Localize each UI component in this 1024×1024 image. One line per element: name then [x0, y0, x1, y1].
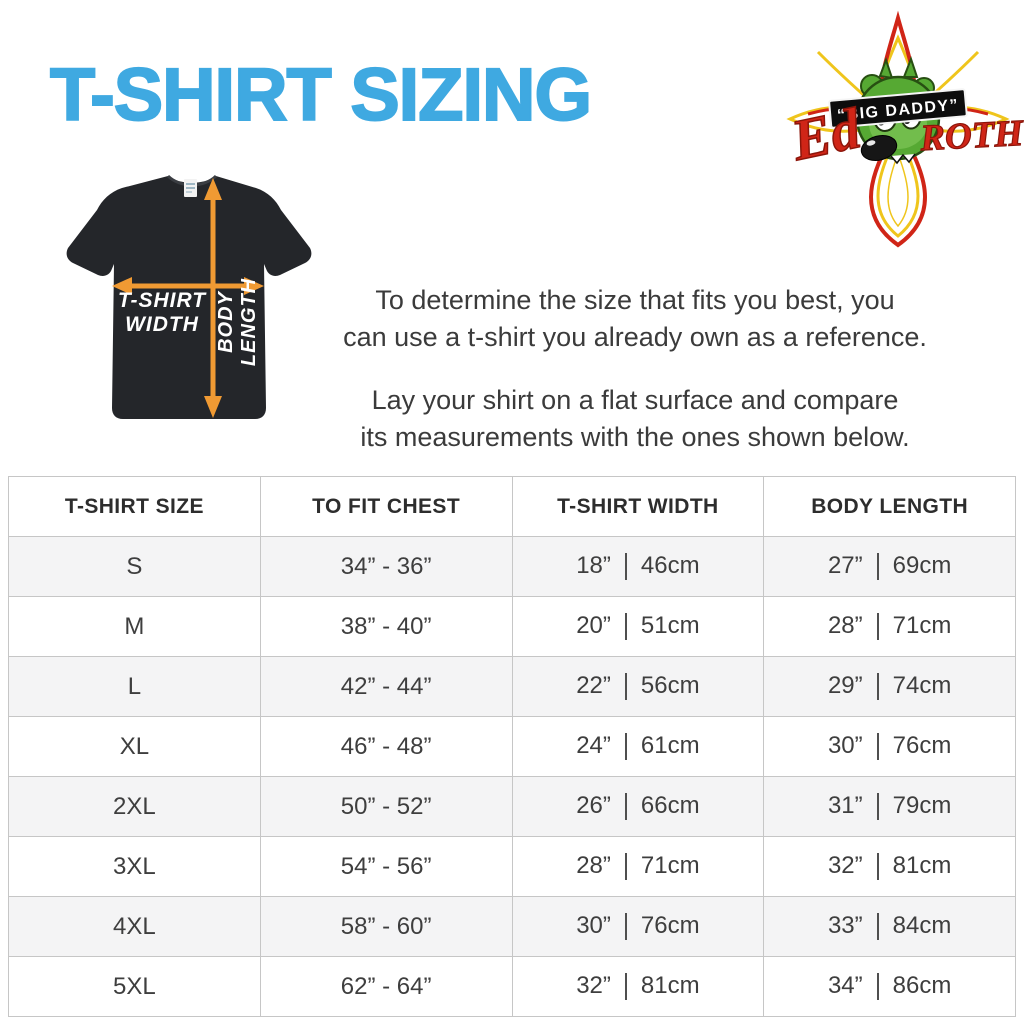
intro-paragraph-2: Lay your shirt on a flat surface and com… — [305, 382, 965, 456]
logo-word-roth: ROTH — [918, 112, 1024, 160]
cell-size: 4XL — [8, 896, 261, 957]
brand-logo: “BIG DADDY” Ed ROTH — [778, 2, 1024, 248]
page-title: T-SHIRT SIZING — [49, 52, 593, 137]
cell-width: 26” 66cm — [511, 776, 765, 837]
divider — [876, 792, 879, 820]
cell-chest: 42” - 44” — [259, 656, 513, 717]
cell-chest: 54” - 56” — [259, 836, 513, 897]
cell-length: 33” 84cm — [763, 896, 1016, 957]
divider — [624, 732, 627, 760]
table-row: 2XL 50” - 52” 26” 66cm 31” 79cm — [8, 776, 1016, 837]
cell-length: 30” 76cm — [763, 716, 1016, 777]
table-header: T-SHIRT SIZE TO FIT CHEST T-SHIRT WIDTH … — [8, 476, 1016, 537]
shirt-silhouette — [66, 176, 312, 419]
svg-text:BODY: BODY — [215, 290, 237, 352]
cell-length: 32” 81cm — [763, 836, 1016, 897]
length-arrow — [204, 178, 222, 418]
cell-width: 30” 76cm — [511, 896, 765, 957]
cell-width: 28” 71cm — [511, 836, 765, 897]
big-daddy-banner: “BIG DADDY” — [828, 88, 968, 129]
divider — [624, 912, 627, 940]
header-body-length: BODY LENGTH — [763, 476, 1016, 537]
cell-width: 32” 81cm — [511, 956, 765, 1017]
cell-size: L — [8, 656, 261, 717]
width-label-line1: T-SHIRT — [118, 289, 207, 312]
cell-length: 27” 69cm — [763, 536, 1016, 597]
table-row: 4XL 58” - 60” 30” 76cm 33” 84cm — [8, 896, 1016, 957]
intro-p2-line1: Lay your shirt on a flat surface and com… — [371, 385, 899, 415]
intro-paragraph-1: To determine the size that fits you best… — [305, 282, 965, 356]
divider — [876, 972, 879, 1000]
divider — [876, 852, 879, 880]
divider — [876, 912, 879, 940]
table-row: S 34” - 36” 18” 46cm 27” 69cm — [8, 536, 1016, 597]
divider — [876, 612, 879, 640]
cell-width: 22” 56cm — [511, 656, 765, 717]
cell-chest: 34” - 36” — [259, 536, 513, 597]
table-row: 5XL 62” - 64” 32” 81cm 34” 86cm — [8, 956, 1016, 1017]
cell-size: 2XL — [8, 776, 261, 837]
width-arrow — [112, 277, 264, 295]
intro-p1-line1: To determine the size that fits you best… — [375, 285, 895, 315]
table-row: M 38” - 40” 20” 51cm 28” 71cm — [8, 596, 1016, 657]
intro-p2-line2: its measurements with the ones shown bel… — [360, 422, 910, 452]
cell-size: M — [8, 596, 261, 657]
cell-length: 31” 79cm — [763, 776, 1016, 837]
cell-width: 18” 46cm — [511, 536, 765, 597]
cell-size: XL — [8, 716, 261, 777]
cell-size: S — [8, 536, 261, 597]
cell-size: 5XL — [8, 956, 261, 1017]
cell-chest: 62” - 64” — [259, 956, 513, 1017]
cell-chest: 58” - 60” — [259, 896, 513, 957]
length-label: BODY LENGTH — [215, 278, 260, 366]
divider — [624, 972, 627, 1000]
cell-chest: 50” - 52” — [259, 776, 513, 837]
divider — [876, 552, 879, 580]
neck-tag — [184, 179, 197, 197]
table-row: XL 46” - 48” 24” 61cm 30” 76cm — [8, 716, 1016, 777]
logo-word-ed: Ed — [784, 94, 867, 174]
cell-size: 3XL — [8, 836, 261, 897]
cell-chest: 38” - 40” — [259, 596, 513, 657]
divider — [876, 732, 879, 760]
width-label-line2: WIDTH — [125, 313, 199, 336]
intro-text: To determine the size that fits you best… — [305, 282, 965, 456]
divider — [624, 672, 627, 700]
cell-width: 20” 51cm — [511, 596, 765, 657]
svg-text:LENGTH: LENGTH — [238, 278, 260, 366]
roth-pinstripe-logo-icon: “BIG DADDY” Ed ROTH — [784, 10, 1024, 248]
divider — [624, 612, 627, 640]
divider — [624, 852, 627, 880]
divider — [624, 552, 627, 580]
divider — [876, 672, 879, 700]
divider — [624, 792, 627, 820]
cell-length: 34” 86cm — [763, 956, 1016, 1017]
cell-length: 29” 74cm — [763, 656, 1016, 717]
intro-p1-line2: can use a t-shirt you already own as a r… — [343, 322, 927, 352]
size-chart-table: T-SHIRT SIZE TO FIT CHEST T-SHIRT WIDTH … — [8, 476, 1016, 1017]
svg-text:ROTH: ROTH — [918, 113, 1024, 159]
table-row: L 42” - 44” 22” 56cm 29” 74cm — [8, 656, 1016, 717]
shirt-icon: T-SHIRT WIDTH BODY LENGTH — [66, 174, 312, 419]
header-tshirt-width: T-SHIRT WIDTH — [511, 476, 765, 537]
cell-length: 28” 71cm — [763, 596, 1016, 657]
cell-chest: 46” - 48” — [259, 716, 513, 777]
header-tshirt-size: T-SHIRT SIZE — [8, 476, 261, 537]
svg-text:Ed: Ed — [785, 95, 867, 173]
cell-width: 24” 61cm — [511, 716, 765, 777]
header-to-fit-chest: TO FIT CHEST — [259, 476, 513, 537]
shirt-measurement-diagram: T-SHIRT WIDTH BODY LENGTH — [56, 162, 320, 432]
table-row: 3XL 54” - 56” 28” 71cm 32” 81cm — [8, 836, 1016, 897]
